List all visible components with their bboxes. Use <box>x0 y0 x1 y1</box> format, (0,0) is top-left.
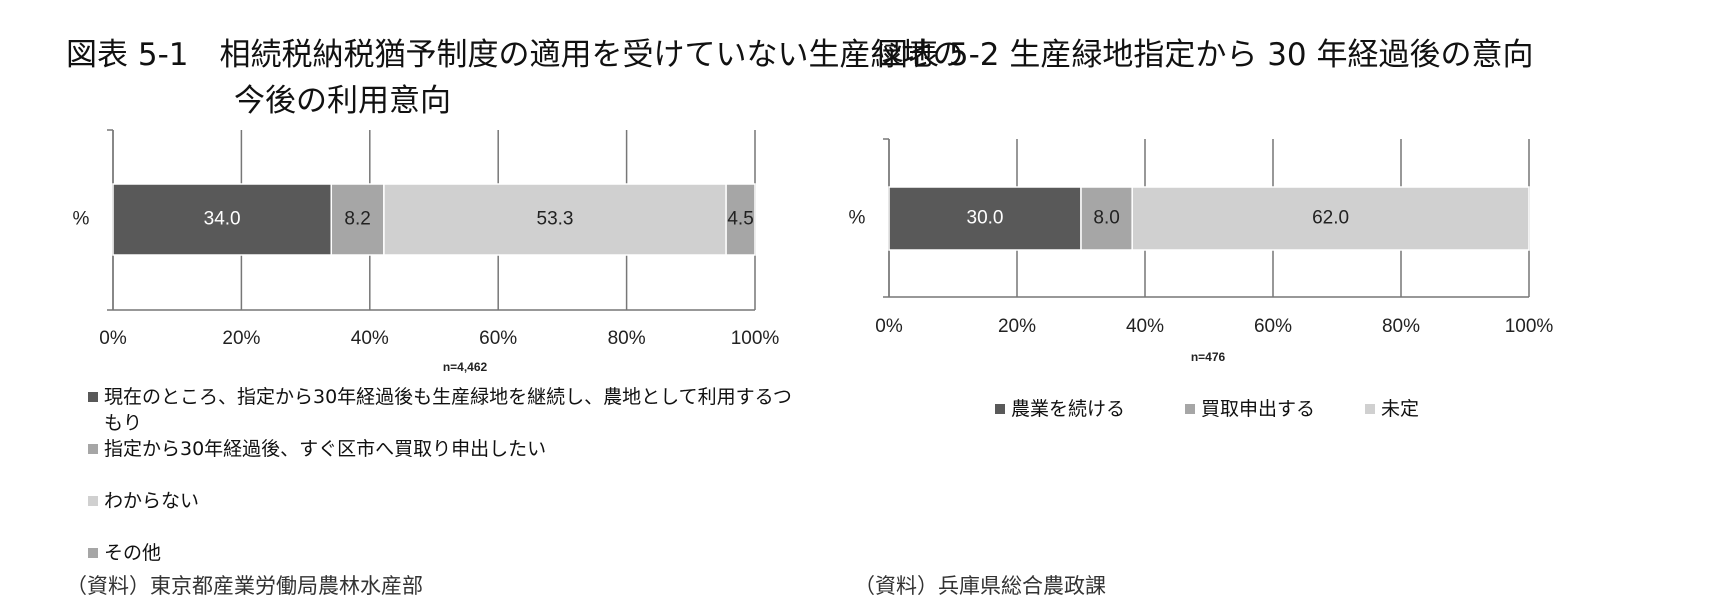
legend-label: 指定から30年経過後、すぐ区市へ買取り申出したい <box>104 438 547 460</box>
source-note: （資料）兵庫県総合農政課 <box>854 574 1106 598</box>
annotation: n=4,462 <box>443 360 488 374</box>
bar-segment <box>1131 186 1530 251</box>
legend-swatch <box>88 496 98 506</box>
chart-title: 図表 5-2 生産緑地指定から 30 年経過後の意向 <box>877 37 1534 73</box>
data-label: 30.0 <box>967 208 1004 229</box>
x-tick-label: 20% <box>222 328 260 349</box>
legend-swatch <box>1185 404 1195 414</box>
x-tick-label: 60% <box>1254 316 1292 337</box>
x-tick-label: 80% <box>1382 316 1420 337</box>
category-label: % <box>849 208 866 229</box>
legend-item: 農業を続ける <box>995 396 1125 422</box>
bar-segment <box>383 183 727 256</box>
data-label: 4.5 <box>727 209 753 230</box>
x-tick-label: 40% <box>351 328 389 349</box>
data-label: 53.3 <box>537 209 574 230</box>
x-tick-label: 80% <box>608 328 646 349</box>
bar-segment <box>330 183 385 256</box>
legend-item: 現在のところ、指定から30年経過後も生産緑地を継続し、農地として利用するつもり <box>88 384 808 436</box>
bar-segment <box>725 183 756 256</box>
legend-item: その他 <box>88 540 808 566</box>
legend-label: その他 <box>104 542 162 564</box>
data-label: 34.0 <box>204 209 241 230</box>
data-label: 62.0 <box>1312 208 1349 229</box>
legend-label: 現在のところ、指定から30年経過後も生産緑地を継続し、農地として利用するつもり <box>104 386 792 434</box>
bar-segment <box>1080 186 1133 251</box>
legend-label: 買取申出する <box>1201 398 1316 420</box>
x-tick-label: 20% <box>998 316 1036 337</box>
legend-swatch <box>1365 404 1375 414</box>
legend-swatch <box>88 392 98 402</box>
legend-item: 買取申出する <box>1185 396 1315 422</box>
legend-swatch <box>88 548 98 558</box>
legend-label: 農業を続ける <box>1011 398 1126 420</box>
data-label: 8.2 <box>344 209 370 230</box>
bar-segment <box>112 183 333 256</box>
data-label: 8.0 <box>1093 208 1119 229</box>
x-tick-label: 100% <box>1505 316 1554 337</box>
legend-item: わからない <box>88 488 808 514</box>
legend-item: 未定 <box>1365 396 1419 422</box>
legend-label: わからない <box>104 490 200 512</box>
x-tick-label: 40% <box>1126 316 1164 337</box>
source-note: （資料）東京都産業労働局農林水産部 <box>66 574 423 598</box>
x-tick-label: 60% <box>479 328 517 349</box>
x-tick-label: 0% <box>875 316 903 337</box>
legend-label: 未定 <box>1381 398 1420 420</box>
category-label: % <box>73 209 90 230</box>
legend-swatch <box>995 404 1005 414</box>
x-tick-label: 0% <box>99 328 127 349</box>
x-tick-label: 100% <box>731 328 780 349</box>
annotation: n=476 <box>1191 350 1226 364</box>
legend-item: 指定から30年経過後、すぐ区市へ買取り申出したい <box>88 436 808 462</box>
chart-title: 図表 5-1 相続税納税猶予制度の適用を受けていない生産緑地の今後の利用意向 <box>66 37 964 119</box>
legend-swatch <box>88 444 98 454</box>
